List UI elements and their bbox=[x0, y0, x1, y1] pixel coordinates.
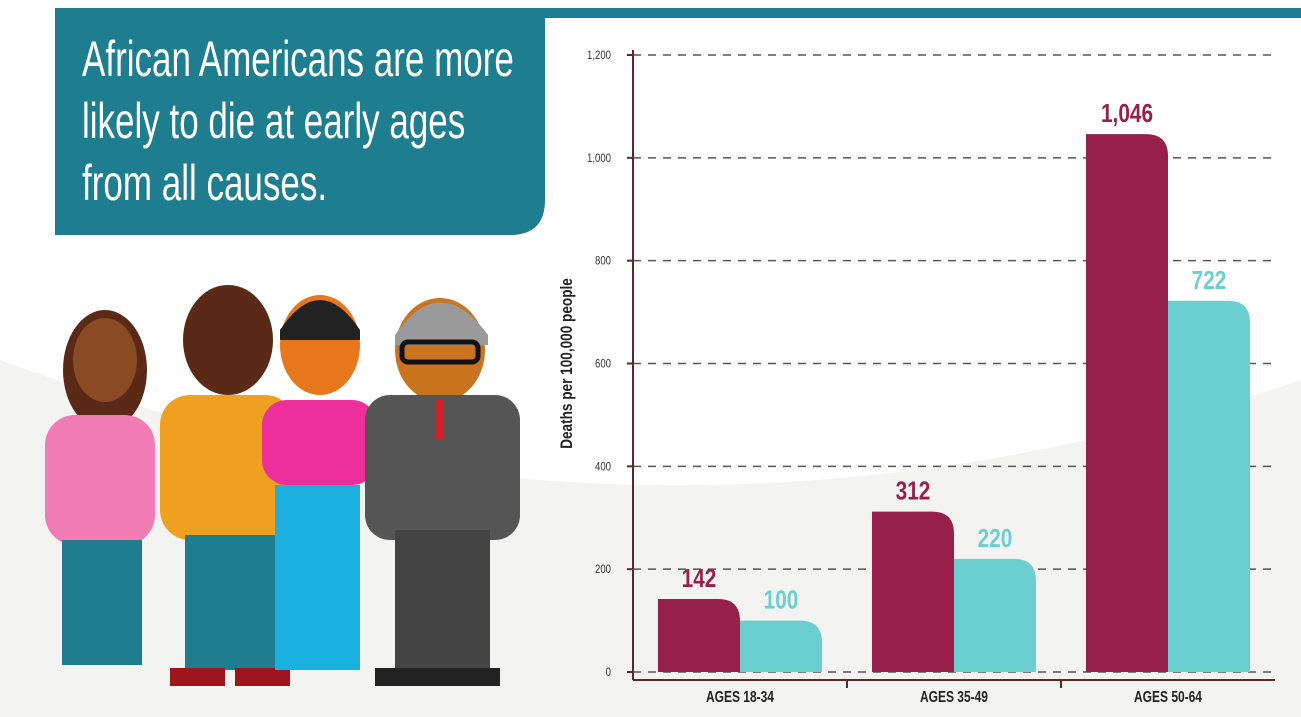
y-axis-label: Deaths per 100,000 people bbox=[558, 278, 577, 449]
bar bbox=[954, 558, 1036, 672]
y-tick-label: 1,000 bbox=[587, 152, 611, 165]
value-label: 100 bbox=[764, 585, 799, 614]
title-box bbox=[55, 8, 545, 235]
x-tick-label: AGES 18-34 bbox=[706, 687, 774, 705]
value-label: 1,046 bbox=[1101, 99, 1153, 128]
y-tick-label: 600 bbox=[595, 358, 611, 371]
value-label: 722 bbox=[1192, 266, 1227, 295]
y-tick-label: 0 bbox=[606, 666, 611, 679]
bar bbox=[1168, 300, 1250, 672]
x-tick-label: AGES 50-64 bbox=[1134, 687, 1202, 705]
y-tick-label: 800 bbox=[595, 255, 611, 268]
value-label: 312 bbox=[896, 476, 931, 505]
y-tick-label: 200 bbox=[595, 563, 611, 576]
value-label: 220 bbox=[978, 524, 1013, 553]
bar bbox=[658, 598, 740, 672]
bar bbox=[1086, 134, 1168, 673]
people-illustration bbox=[45, 285, 520, 686]
bar bbox=[740, 620, 822, 672]
top-stripe bbox=[545, 8, 1301, 18]
x-tick-label: AGES 35-49 bbox=[920, 687, 988, 705]
y-tick-label: 400 bbox=[595, 460, 611, 473]
value-label: 142 bbox=[682, 564, 717, 593]
bar bbox=[872, 511, 954, 672]
chart-title: African Americans are more likely to die… bbox=[82, 31, 514, 211]
y-tick-label: 1,200 bbox=[587, 49, 611, 62]
